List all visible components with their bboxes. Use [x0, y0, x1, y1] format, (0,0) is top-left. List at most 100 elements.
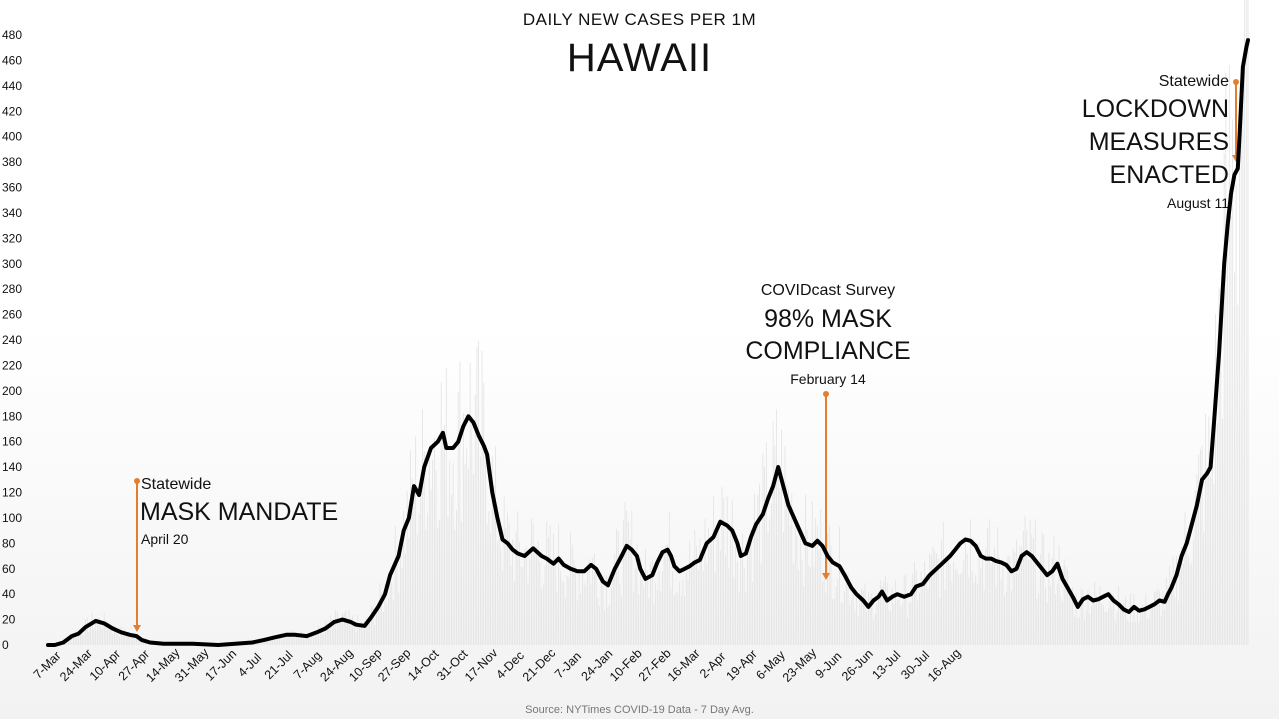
daily-bar [842, 603, 844, 645]
daily-bar [534, 545, 536, 645]
daily-bar [1125, 597, 1126, 645]
daily-bar [1136, 611, 1138, 645]
daily-bar [966, 553, 968, 645]
arrow-mask-mandate [133, 478, 141, 632]
daily-bar [810, 567, 811, 645]
daily-bar [646, 570, 648, 645]
daily-bar [730, 531, 731, 645]
daily-bar [522, 567, 524, 645]
daily-bar [764, 467, 765, 645]
daily-bar [384, 584, 386, 645]
daily-bar [500, 548, 502, 645]
daily-bar [813, 566, 815, 645]
daily-bar [457, 392, 459, 645]
daily-bar [476, 347, 478, 645]
daily-bar [1058, 545, 1060, 645]
daily-bar [297, 636, 299, 645]
daily-bar [1106, 611, 1108, 645]
daily-bar [1004, 595, 1005, 645]
daily-bar [565, 597, 566, 645]
daily-bar [1188, 555, 1189, 645]
daily-bar [1143, 610, 1145, 645]
daily-bar [697, 570, 699, 645]
daily-bar [301, 631, 303, 645]
daily-bar [495, 446, 497, 645]
daily-bar [1205, 413, 1206, 645]
daily-bar [890, 611, 891, 645]
daily-bar [621, 595, 623, 645]
daily-bar [325, 621, 326, 645]
daily-bar [1050, 585, 1051, 645]
daily-bar [874, 614, 876, 645]
daily-bar [1056, 583, 1058, 645]
daily-bar [122, 635, 124, 645]
daily-bar [353, 624, 355, 645]
daily-bar [1075, 593, 1077, 645]
daily-bar [1067, 569, 1068, 645]
daily-bar [505, 527, 507, 645]
daily-bar [1193, 539, 1194, 645]
daily-bar [469, 362, 471, 645]
y-axis: 0 20 40 60 80 100 120 140 160 180 200 220 240 260 280 3… [2, 28, 22, 652]
annotation-survey-label: COVIDcast Survey [760, 282, 896, 299]
y-tick-label: 460 [2, 53, 22, 67]
daily-bar [772, 420, 774, 645]
daily-bar [946, 559, 948, 645]
daily-bar [687, 578, 689, 645]
daily-bar [316, 631, 318, 645]
daily-bar [318, 625, 320, 645]
daily-bar [1026, 530, 1028, 645]
daily-bar [631, 509, 633, 645]
daily-bar [379, 583, 381, 645]
x-tick-label: 7-Jan [552, 649, 584, 681]
daily-bar [999, 557, 1000, 645]
daily-bar [692, 560, 694, 645]
daily-bar [1011, 590, 1012, 645]
x-axis: 7-Mar24-Mar10-Apr27-Apr14-May31-May17-Ju… [31, 645, 964, 685]
daily-bar [291, 630, 292, 645]
daily-bar [1062, 601, 1063, 645]
daily-bar [1216, 422, 1218, 645]
daily-bar [323, 634, 325, 645]
daily-bar [1155, 591, 1157, 645]
daily-bar [891, 587, 893, 645]
x-tick-label: 21-Jul [262, 648, 296, 682]
daily-bar [634, 568, 636, 645]
daily-bar [556, 591, 558, 645]
daily-bar [779, 488, 781, 645]
daily-bar [473, 474, 474, 645]
daily-bar [1024, 515, 1026, 645]
daily-bar [277, 639, 279, 645]
daily-bar [592, 557, 594, 645]
daily-bar [825, 593, 827, 645]
daily-bar [837, 578, 839, 645]
daily-bar [733, 577, 735, 645]
daily-bar [820, 509, 822, 645]
daily-bar [306, 638, 308, 645]
daily-bar [927, 588, 929, 645]
x-tick-label: 23-May [780, 645, 820, 685]
daily-bar [985, 547, 987, 645]
daily-bar [124, 628, 125, 645]
daily-bar [420, 494, 422, 645]
daily-bar [551, 564, 553, 645]
daily-bar [942, 521, 944, 645]
daily-bar [912, 573, 914, 645]
daily-bar [1109, 599, 1111, 645]
annotation-mask-mandate-label: Statewide [141, 476, 212, 493]
daily-bar [745, 592, 747, 645]
daily-bar [949, 564, 951, 645]
daily-bar [611, 587, 612, 645]
daily-bar [1021, 547, 1023, 645]
daily-bar [849, 604, 851, 645]
daily-bar [1176, 556, 1177, 645]
daily-bar [886, 582, 888, 645]
daily-bar [1068, 590, 1070, 645]
daily-bar [1208, 416, 1210, 645]
daily-bar [789, 525, 791, 645]
x-tick-label: 2-Apr [697, 649, 729, 681]
daily-bar [796, 534, 798, 645]
daily-bar [1046, 602, 1048, 645]
daily-bar [599, 606, 600, 645]
daily-bar [711, 539, 713, 645]
